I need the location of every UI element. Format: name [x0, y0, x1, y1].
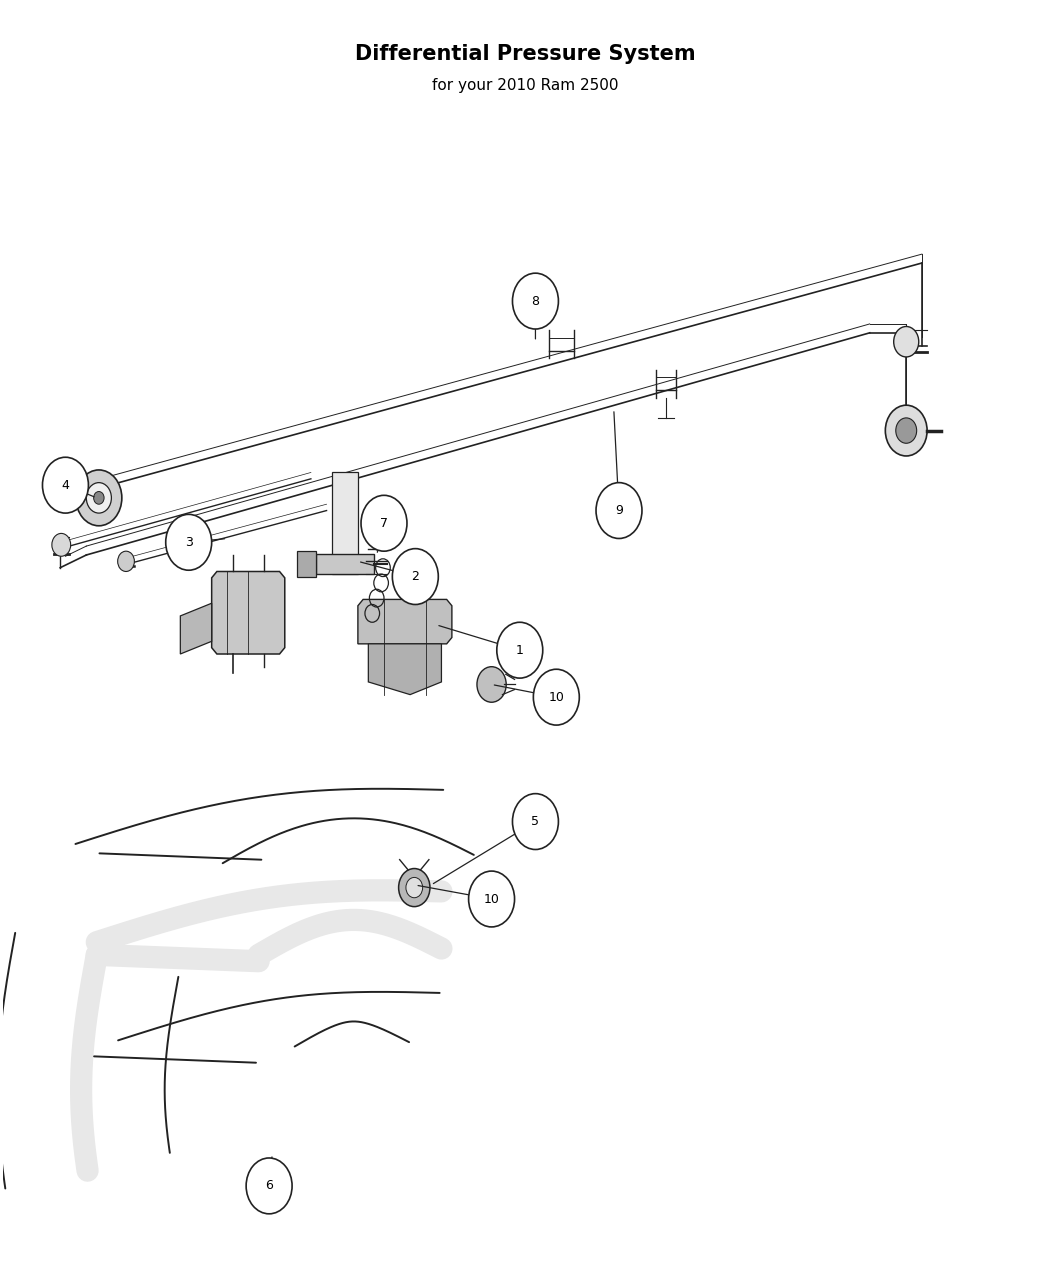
- Circle shape: [896, 418, 917, 444]
- Circle shape: [468, 871, 514, 927]
- Circle shape: [512, 793, 559, 849]
- Text: 2: 2: [412, 570, 419, 583]
- Circle shape: [885, 405, 927, 456]
- Text: 8: 8: [531, 295, 540, 307]
- Circle shape: [51, 533, 70, 556]
- Text: 10: 10: [484, 892, 500, 905]
- Text: 5: 5: [531, 815, 540, 827]
- Circle shape: [42, 458, 88, 513]
- Circle shape: [76, 470, 122, 525]
- Text: 7: 7: [380, 516, 388, 529]
- Circle shape: [894, 326, 919, 357]
- Circle shape: [118, 551, 134, 571]
- Circle shape: [533, 669, 580, 725]
- Text: for your 2010 Ram 2500: for your 2010 Ram 2500: [432, 78, 618, 93]
- Text: 10: 10: [548, 691, 564, 704]
- Circle shape: [477, 667, 506, 703]
- Circle shape: [512, 273, 559, 329]
- Polygon shape: [212, 571, 285, 654]
- Text: 4: 4: [62, 478, 69, 492]
- Circle shape: [166, 514, 212, 570]
- Text: 9: 9: [615, 504, 623, 518]
- Circle shape: [596, 483, 642, 538]
- Text: 6: 6: [266, 1179, 273, 1192]
- Polygon shape: [316, 553, 374, 574]
- Circle shape: [399, 868, 429, 907]
- Polygon shape: [297, 551, 316, 576]
- Polygon shape: [369, 644, 441, 695]
- Polygon shape: [181, 603, 212, 654]
- Circle shape: [246, 1158, 292, 1214]
- Polygon shape: [358, 599, 452, 644]
- Circle shape: [93, 492, 104, 504]
- Circle shape: [86, 483, 111, 513]
- Polygon shape: [332, 473, 358, 574]
- Circle shape: [406, 877, 423, 898]
- Circle shape: [393, 548, 438, 604]
- Circle shape: [497, 622, 543, 678]
- Text: 3: 3: [185, 536, 192, 548]
- Circle shape: [361, 495, 407, 551]
- Text: Differential Pressure System: Differential Pressure System: [355, 43, 695, 64]
- Text: 1: 1: [516, 644, 524, 657]
